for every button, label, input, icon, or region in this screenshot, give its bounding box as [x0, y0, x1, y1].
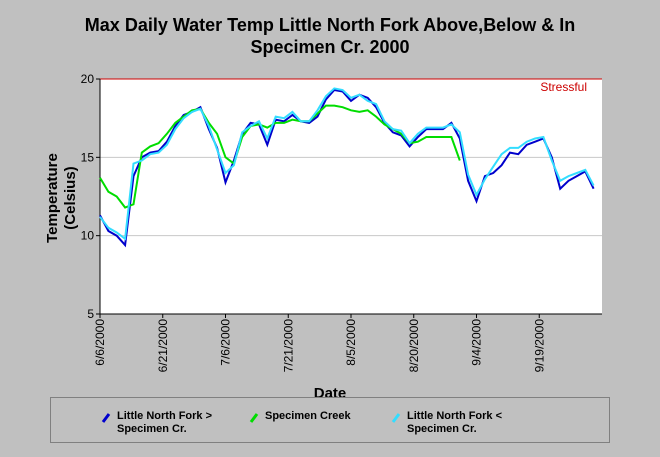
- legend-swatch: [249, 413, 259, 423]
- x-tick-label: 9/4/2000: [470, 319, 484, 366]
- x-tick-label: 8/5/2000: [344, 319, 358, 366]
- legend-label: Little North Fork < Specimen Cr.: [407, 410, 503, 435]
- y-tick-label: 15: [81, 150, 95, 164]
- legend: Little North Fork > Specimen Cr. Specimen…: [50, 397, 610, 443]
- legend-swatch: [391, 413, 401, 423]
- x-tick-label: 7/6/2000: [219, 319, 233, 366]
- x-tick-label: 7/21/2000: [281, 319, 295, 373]
- y-tick-label: 20: [81, 72, 95, 86]
- legend-swatch: [101, 413, 111, 423]
- x-tick-label: 6/21/2000: [156, 319, 170, 373]
- legend-swatches: [101, 413, 401, 423]
- y-axis-label: Temperature (Celsius): [44, 153, 79, 243]
- series-line: [99, 87, 595, 241]
- chart-title: Max Daily Water Temp Little North Fork A…: [84, 15, 576, 57]
- y-tick-label: 10: [81, 229, 95, 243]
- x-tick-label: 8/20/2000: [407, 319, 421, 373]
- legend-label: Little North Fork > Specimen Cr.: [117, 410, 213, 435]
- x-tick-label: 9/19/2000: [532, 319, 546, 373]
- series-line: [99, 104, 461, 209]
- x-tick-label: 6/6/2000: [93, 319, 107, 366]
- reference-label: Stressful: [540, 80, 587, 94]
- legend-label: Specimen Creek: [265, 410, 351, 422]
- y-tick-label: 5: [87, 307, 94, 321]
- plot-area: [100, 79, 602, 314]
